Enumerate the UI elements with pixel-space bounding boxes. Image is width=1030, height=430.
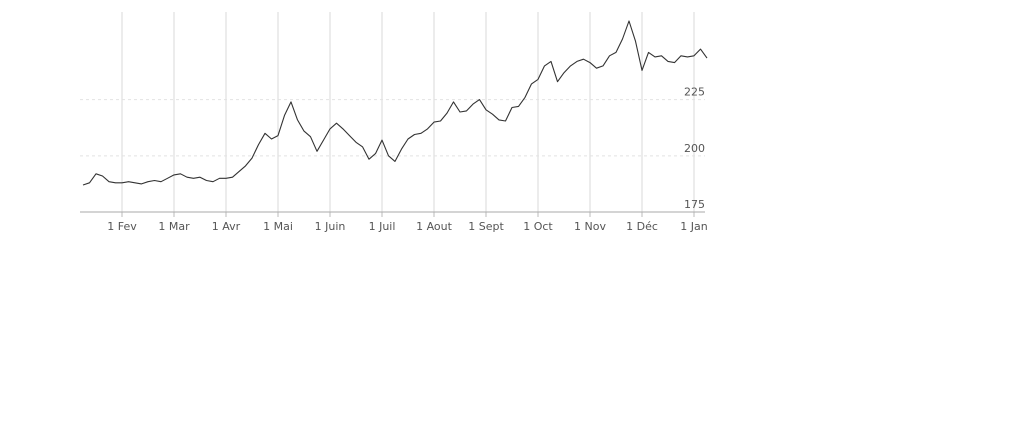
x-tick-label: 1 Déc (626, 220, 658, 233)
x-tick-label: 1 Mar (158, 220, 190, 233)
x-tick-label: 1 Juil (369, 220, 396, 233)
x-tick-label: 1 Nov (574, 220, 606, 233)
y-tick-label: 175 (684, 198, 705, 211)
y-tick-label: 225 (684, 86, 705, 99)
x-tick-label: 1 Mai (263, 220, 293, 233)
x-tick-label: 1 Avr (212, 220, 241, 233)
x-tick-label: 1 Juin (315, 220, 346, 233)
x-tick-label: 1 Sept (468, 220, 504, 233)
x-tick-label: 1 Jan (680, 220, 707, 233)
x-tick-label: 1 Aout (416, 220, 453, 233)
x-tick-label: 1 Oct (523, 220, 553, 233)
price-line (82, 20, 708, 186)
y-tick-label: 200 (684, 142, 705, 155)
x-tick-label: 1 Fev (107, 220, 137, 233)
